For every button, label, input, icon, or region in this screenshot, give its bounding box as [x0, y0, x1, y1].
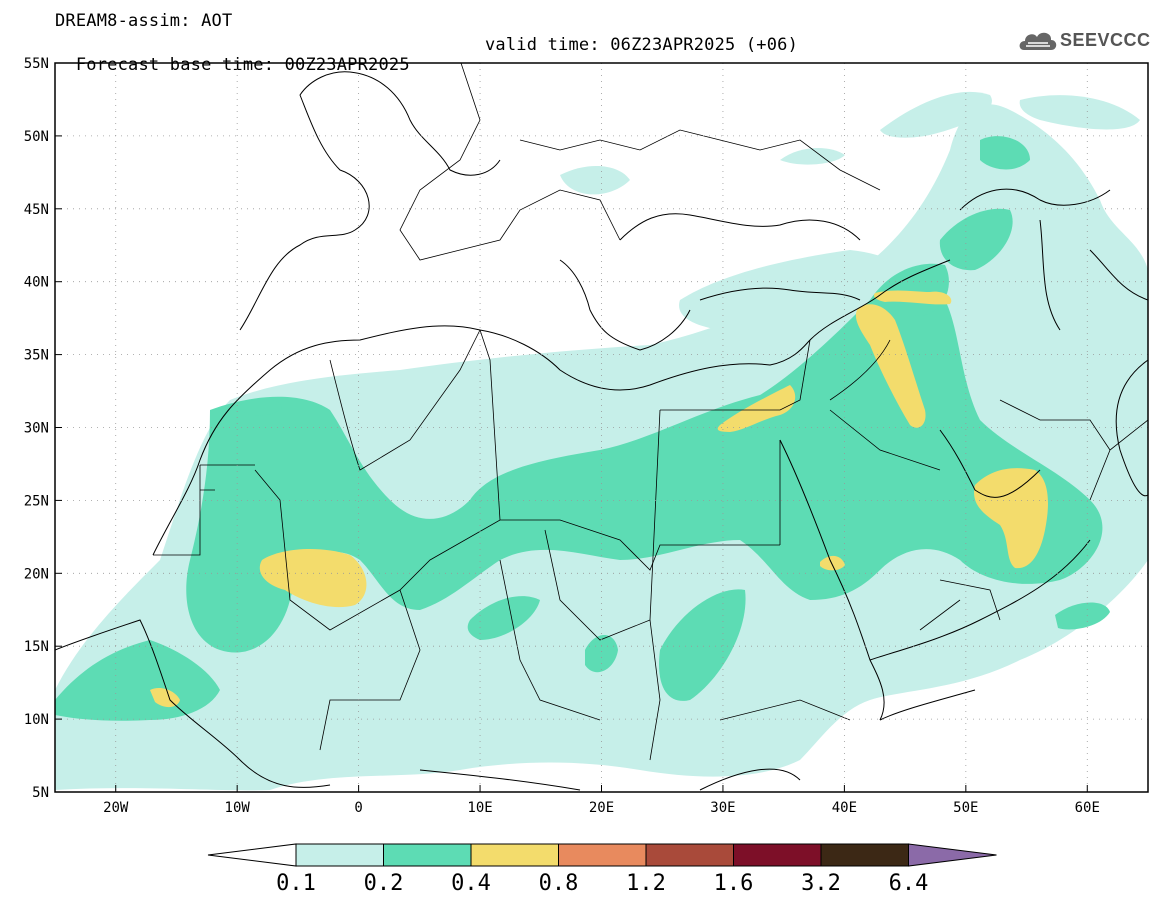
lon-tick-label: 20W [103, 800, 129, 816]
seevccc-logo: SEEVCCC [1016, 24, 1156, 58]
colorbar-level-label: 1.6 [714, 871, 754, 896]
coastlines [55, 71, 1148, 791]
colorbar-swatch [470, 843, 559, 867]
colorbar-level-label: 3.2 [801, 871, 841, 896]
axes: 20W 10W 0 10E 20E 30E 40E 50E 60E 55N 50N 45N 40N 35N… [24, 56, 1100, 816]
model-title: DREAM8-assim: AOT [55, 11, 233, 31]
colorbar-level-label: 1.2 [626, 871, 666, 896]
lon-tick-label: 10W [225, 800, 251, 816]
colorbar-swatch [820, 843, 909, 867]
colorbar-level-label: 0.4 [451, 871, 491, 896]
colorbar-level-label: 6.4 [889, 871, 929, 896]
lat-tick-label: 20N [24, 566, 49, 582]
colorbar-level-label: 0.2 [364, 871, 404, 896]
logo-text: SEEVCCC [1060, 30, 1151, 50]
colorbar-under-triangle [207, 843, 297, 867]
lon-tick-label: 50E [953, 800, 978, 816]
colorbar: 0.1 0.2 0.4 0.8 1.2 1.6 3.2 6.4 [207, 843, 997, 896]
base-time-label: Forecast base time: 00Z23APR2025 valid t… [55, 35, 798, 95]
borders [153, 63, 1148, 761]
colorbar-level-label: 0.1 [276, 871, 316, 896]
valid-time: valid time: 06Z23APR2025 (+06) [485, 35, 799, 55]
lat-tick-label: 55N [24, 56, 49, 72]
lat-tick-label: 30N [24, 421, 49, 437]
cloud-icon [1019, 32, 1057, 50]
aot-field [55, 91, 1148, 791]
colorbar-over-triangle [908, 843, 997, 867]
lat-tick-label: 10N [24, 712, 49, 728]
lat-tick-label: 50N [24, 129, 49, 145]
lat-tick-label: 45N [24, 202, 49, 218]
colorbar-swatch [383, 843, 472, 867]
base-time: Forecast base time: 00Z23APR2025 [75, 55, 410, 75]
lon-tick-label: 60E [1075, 800, 1100, 816]
lat-tick-label: 40N [24, 275, 49, 291]
lat-tick-label: 15N [24, 639, 49, 655]
colorbar-swatch [645, 843, 734, 867]
lat-tick-label: 25N [24, 493, 49, 509]
colorbar-swatch [295, 843, 384, 867]
lon-tick-label: 20E [589, 800, 614, 816]
colorbar-level-label: 0.8 [539, 871, 579, 896]
lon-tick-label: 10E [467, 800, 492, 816]
lon-tick-label: 40E [832, 800, 857, 816]
lon-tick-label: 30E [710, 800, 735, 816]
colorbar-swatch [558, 843, 647, 867]
lat-tick-label: 35N [24, 348, 49, 364]
lon-tick-label: 0 [354, 800, 362, 816]
colorbar-swatch [733, 843, 822, 867]
lat-tick-label: 5N [32, 785, 49, 801]
